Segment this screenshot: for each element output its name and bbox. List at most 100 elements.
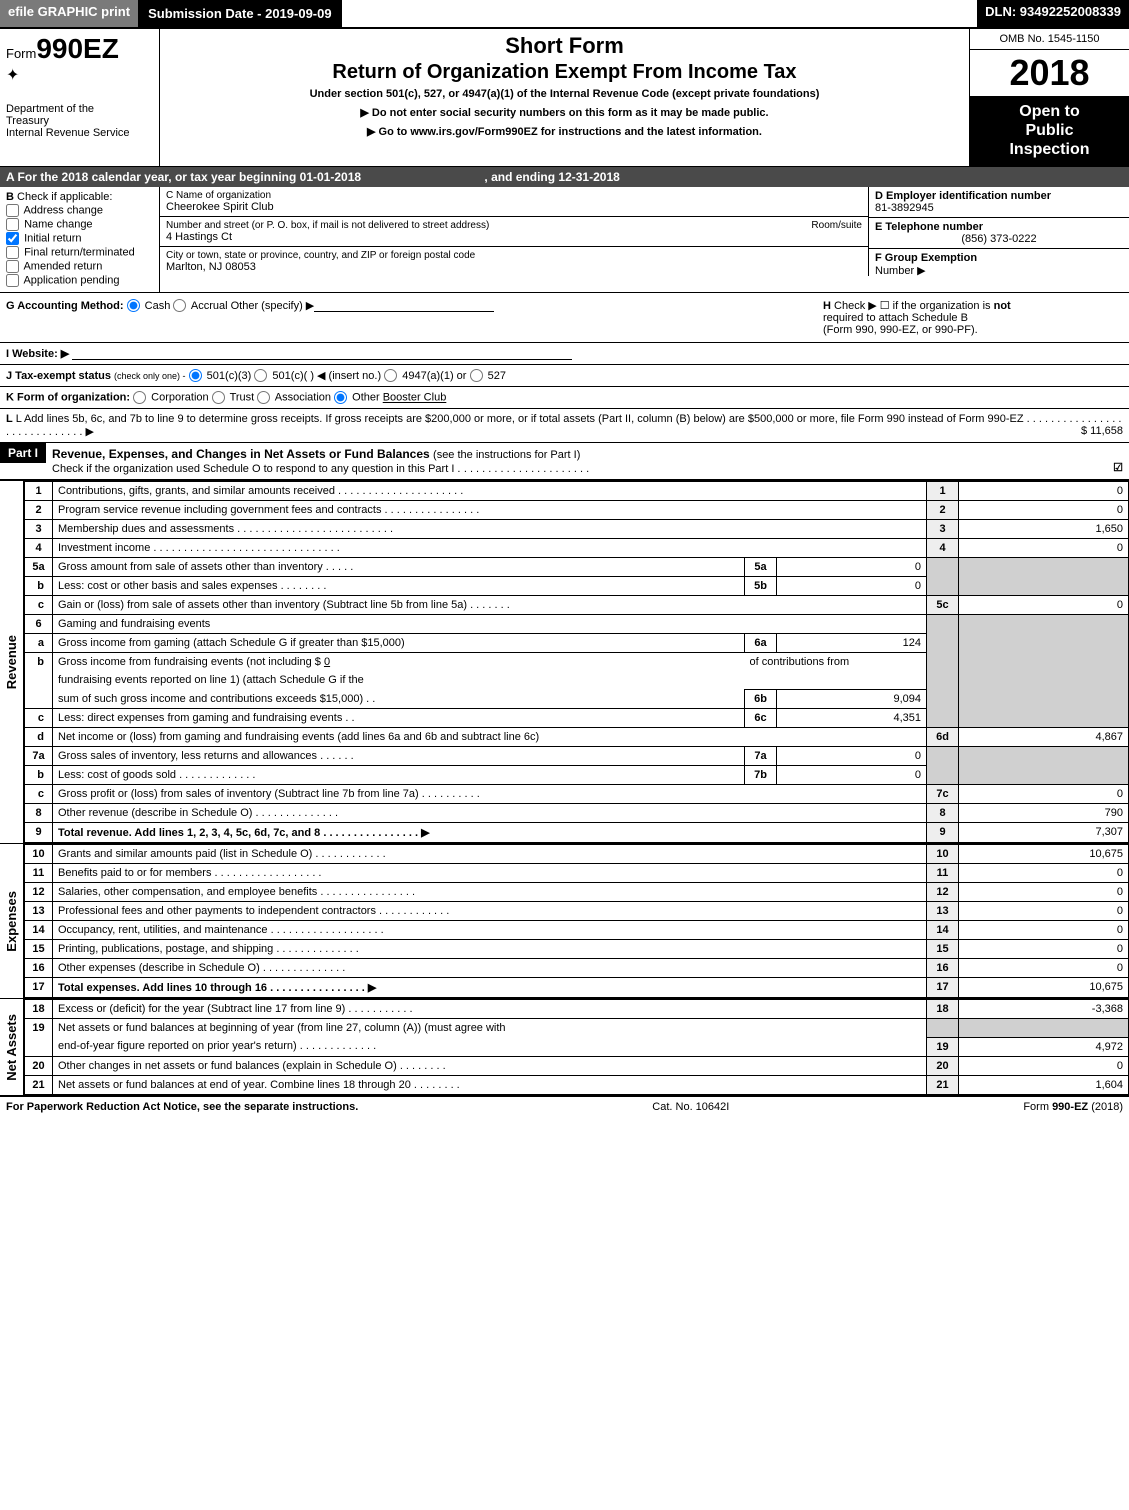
l-amount: $ 11,658 — [1081, 425, 1123, 437]
website-label: I Website: ▶ — [6, 348, 69, 360]
schedule-b-check: H Check ▶ ☐ if the organization is not r… — [823, 299, 1123, 336]
radio-association[interactable] — [257, 391, 270, 404]
net-assets-side-label: Net Assets — [2, 1010, 21, 1085]
website-row: I Website: ▶ — [0, 343, 1129, 365]
check-if-applicable: Check if applicable: — [17, 191, 112, 203]
checkbox-amended-return[interactable]: Amended return — [6, 260, 153, 273]
paperwork-notice: For Paperwork Reduction Act Notice, see … — [6, 1101, 358, 1113]
ssn-warning: ▶ Do not enter social security numbers o… — [168, 106, 961, 119]
line-21: 21Net assets or fund balances at end of … — [25, 1075, 1129, 1094]
checkbox-address-change[interactable]: Address change — [6, 204, 153, 217]
row-a-tax-year: A For the 2018 calendar year, or tax yea… — [0, 167, 1129, 187]
checkbox-initial-return[interactable]: Initial return — [6, 232, 153, 245]
expenses-table: 10Grants and similar amounts paid (list … — [24, 844, 1129, 998]
efile-print-label[interactable]: efile GRAPHIC print — [0, 0, 138, 27]
line-15: 15Printing, publications, postage, and s… — [25, 940, 1129, 959]
expenses-side-label: Expenses — [2, 887, 21, 956]
line-19-1: 19Net assets or fund balances at beginni… — [25, 1019, 1129, 1038]
line-9: 9Total revenue. Add lines 1, 2, 3, 4, 5c… — [25, 823, 1129, 843]
radio-trust[interactable] — [212, 391, 225, 404]
col-b-label: B — [6, 191, 14, 203]
dept-line-3: Internal Revenue Service — [6, 127, 153, 139]
line-1: 1Contributions, gifts, grants, and simil… — [25, 482, 1129, 501]
revenue-section: Revenue 1Contributions, gifts, grants, a… — [0, 480, 1129, 843]
h-label: H — [823, 300, 831, 312]
line-7a: 7aGross sales of inventory, less returns… — [25, 747, 1129, 766]
org-name-label: C Name of organization — [166, 190, 862, 201]
radio-4947a1[interactable] — [384, 369, 397, 382]
part-1-title: Revenue, Expenses, and Changes in Net As… — [52, 447, 430, 461]
radio-527[interactable] — [470, 369, 483, 382]
group-exemption-label: F Group Exemption — [875, 252, 977, 264]
dln-label: DLN: 93492252008339 — [977, 0, 1129, 27]
schedule-o-checkbox[interactable]: ☑ — [1113, 461, 1123, 474]
radio-cash[interactable] — [127, 299, 140, 312]
form-of-organization-row: K Form of organization: Corporation Trus… — [0, 387, 1129, 409]
checkbox-final-return[interactable]: Final return/terminated — [6, 246, 153, 259]
line-6: 6Gaming and fundraising events — [25, 615, 1129, 634]
other-specify-blank[interactable] — [314, 300, 494, 312]
line-11: 11Benefits paid to or for members . . . … — [25, 864, 1129, 883]
org-address-cell: Number and street (or P. O. box, if mail… — [160, 217, 869, 246]
under-section-text: Under section 501(c), 527, or 4947(a)(1)… — [168, 88, 961, 100]
line-3: 3Membership dues and assessments . . . .… — [25, 520, 1129, 539]
row-a-right: , and ending 12-31-2018 — [484, 170, 619, 184]
g-label: G Accounting Method: — [6, 300, 124, 312]
form-header: Form990EZ ✦ Department of the Treasury I… — [0, 29, 1129, 167]
group-exemption-number-label: Number ▶ — [875, 265, 926, 277]
phone-label: E Telephone number — [875, 221, 1123, 233]
row-a-left: A For the 2018 calendar year, or tax yea… — [6, 170, 361, 184]
j-label: J Tax-exempt status — [6, 370, 111, 382]
form-number-block: Form990EZ — [6, 33, 153, 65]
line-10: 10Grants and similar amounts paid (list … — [25, 845, 1129, 864]
revenue-side-label: Revenue — [2, 631, 21, 693]
submission-date-button[interactable]: Submission Date - 2019-09-09 — [138, 0, 342, 27]
page-footer: For Paperwork Reduction Act Notice, see … — [0, 1096, 1129, 1117]
radio-other-org[interactable] — [334, 391, 347, 404]
radio-accrual[interactable] — [173, 299, 186, 312]
treasury-logo-icon: ✦ — [6, 65, 153, 85]
line-8: 8Other revenue (describe in Schedule O) … — [25, 804, 1129, 823]
dept-line-2: Treasury — [6, 115, 153, 127]
cat-no: Cat. No. 10642I — [652, 1101, 729, 1113]
gh-row: G Accounting Method: Cash Accrual Other … — [0, 293, 1129, 343]
form-ref: Form 990-EZ (2018) — [1023, 1101, 1123, 1113]
ein-cell: D Employer identification number 81-3892… — [869, 187, 1129, 218]
radio-501c[interactable] — [254, 369, 267, 382]
goto-instructions-text[interactable]: ▶ Go to www.irs.gov/Form990EZ for instru… — [367, 126, 762, 138]
line-20: 20Other changes in net assets or fund ba… — [25, 1056, 1129, 1075]
col-b-checkboxes: B Check if applicable: Address change Na… — [0, 187, 160, 292]
other-specify: Other (specify) ▶ — [231, 300, 315, 312]
radio-501c3[interactable] — [189, 369, 202, 382]
part-1-check-line: Check if the organization used Schedule … — [52, 463, 460, 475]
line-2: 2Program service revenue including gover… — [25, 501, 1129, 520]
line-4: 4Investment income . . . . . . . . . . .… — [25, 539, 1129, 558]
net-assets-table: 18Excess or (deficit) for the year (Subt… — [24, 999, 1129, 1095]
expenses-section: Expenses 10Grants and similar amounts pa… — [0, 843, 1129, 998]
website-blank[interactable] — [72, 348, 572, 360]
line-18: 18Excess or (deficit) for the year (Subt… — [25, 1000, 1129, 1019]
phone-cell: E Telephone number (856) 373-0222 — [869, 218, 1129, 249]
checkbox-name-change[interactable]: Name change — [6, 218, 153, 231]
open-to-line-1: Open to — [974, 102, 1125, 121]
short-form-title: Short Form — [168, 33, 961, 59]
part-1-header-row: Part I Revenue, Expenses, and Changes in… — [0, 443, 1129, 480]
checkbox-application-pending[interactable]: Application pending — [6, 274, 153, 287]
radio-corporation[interactable] — [133, 391, 146, 404]
line-19-2: end-of-year figure reported on prior yea… — [25, 1037, 1129, 1056]
gross-receipts-row: L L Add lines 5b, 6c, and 7b to line 9 t… — [0, 409, 1129, 443]
open-to-line-3: Inspection — [974, 140, 1125, 159]
line-14: 14Occupancy, rent, utilities, and mainte… — [25, 921, 1129, 940]
revenue-table: 1Contributions, gifts, grants, and simil… — [24, 481, 1129, 843]
omb-number: OMB No. 1545-1150 — [970, 29, 1129, 50]
line-12: 12Salaries, other compensation, and empl… — [25, 883, 1129, 902]
line-17: 17Total expenses. Add lines 10 through 1… — [25, 978, 1129, 998]
return-title: Return of Organization Exempt From Incom… — [168, 61, 961, 84]
accounting-method: G Accounting Method: Cash Accrual Other … — [6, 299, 823, 336]
org-name-value: Cheerokee Spirit Club — [166, 201, 862, 213]
part-1-badge: Part I — [0, 443, 46, 463]
org-city-value: Marlton, NJ 08053 — [166, 261, 862, 273]
group-exemption-cell: F Group Exemption Number ▶ — [869, 249, 1129, 280]
tax-year: 2018 — [970, 50, 1129, 96]
part-1-subtitle: (see the instructions for Part I) — [433, 449, 580, 461]
